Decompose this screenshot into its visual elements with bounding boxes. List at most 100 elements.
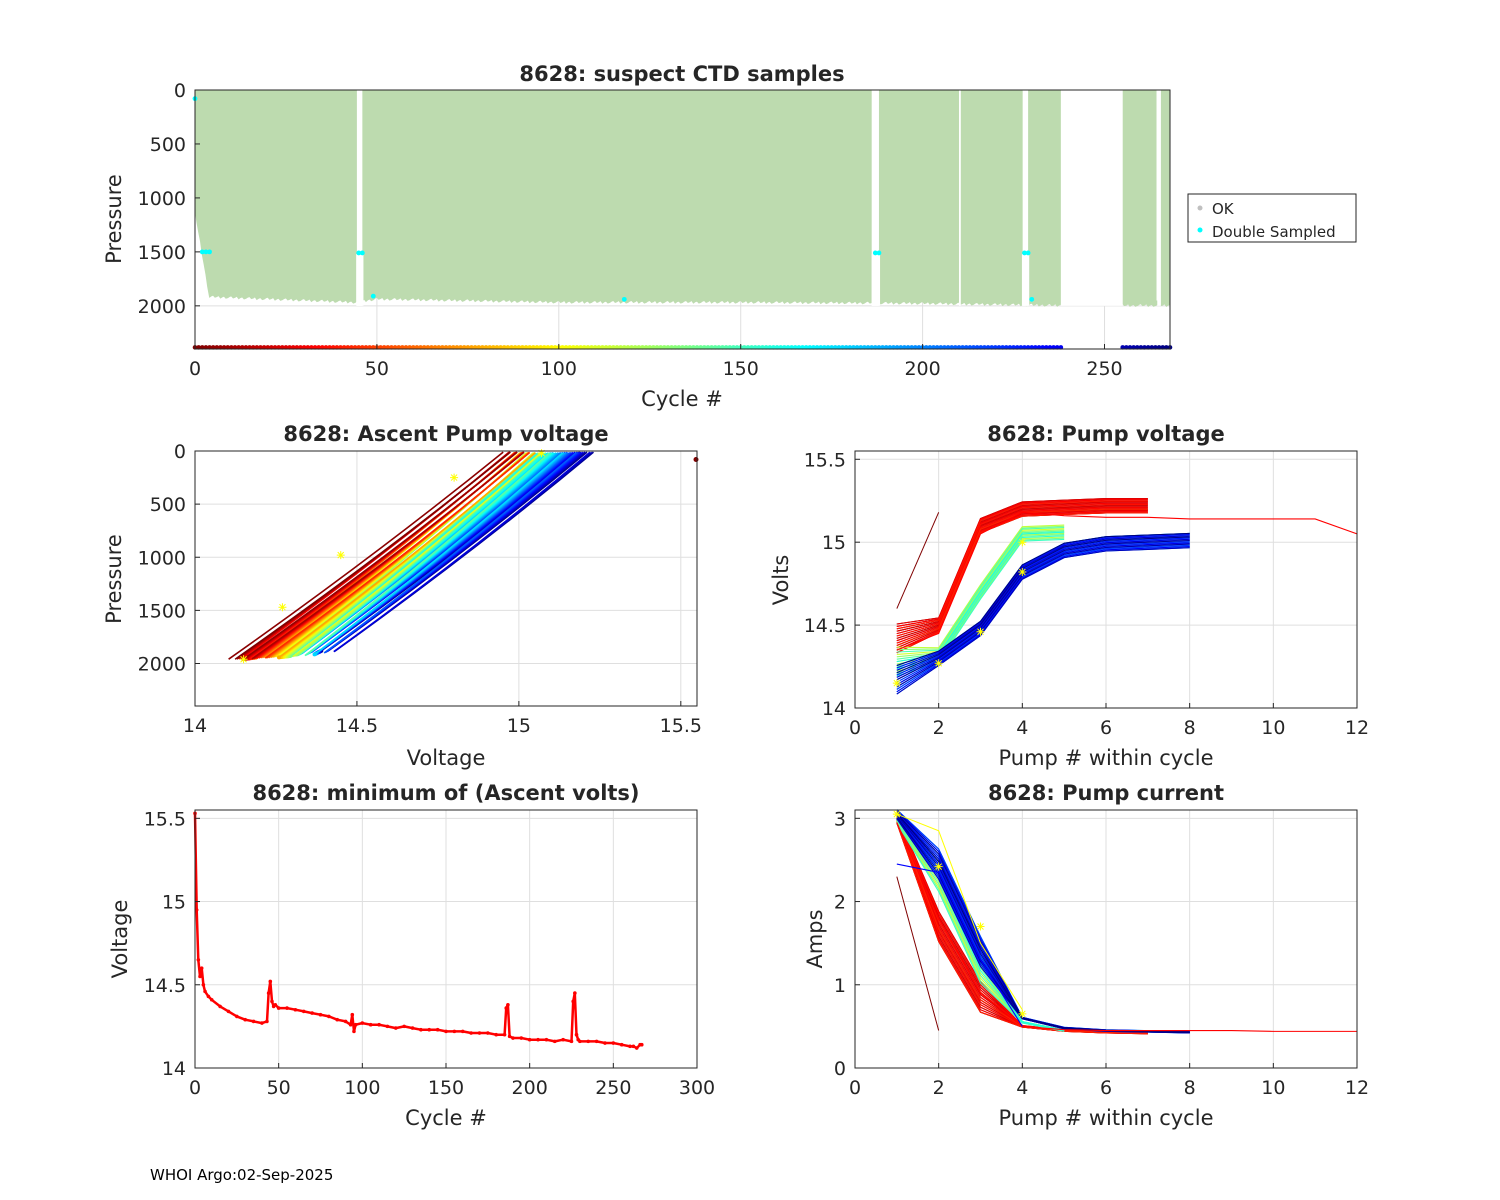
min-volts-point [194,908,199,912]
pump-voltage-panel: 0 2 4 6 8 10 12 14 14.5 15 15.5 8628: Pump voltag… [769,422,1369,770]
ascent-marker [336,551,345,560]
ctd-samples-panel: 0 50 100 150 200 250 0 500 1000 1500 2000 8628: s… [102,62,1357,411]
pump-voltage-marker [1018,568,1027,577]
ascent-profile-line [333,451,591,653]
pump-voltage-x-ticks: 0 2 4 6 8 10 12 [849,703,1369,739]
min-volts-point [578,1039,582,1044]
ascent-marker [278,603,287,612]
pump-voltage-marker [1018,538,1027,547]
missing-cycle-gap [1060,90,1123,306]
ascent-xlabel: Voltage [407,746,486,770]
pump-voltage-line [896,500,1148,630]
x-tick-label: 15 [507,715,531,737]
double-sampled-point [370,293,376,299]
pump-voltage-line [896,541,1190,683]
min-volts-point [377,1022,381,1027]
pump-voltage-line [896,524,1065,649]
x-tick-label: 6 [1100,1077,1112,1099]
ctd-legend: OK Double Sampled [1187,193,1357,243]
ctd-x-ticks: 0 50 100 150 200 250 [189,344,1123,380]
pump-voltage-line [896,535,1190,671]
ascent-profile-line [314,452,564,655]
ascent-x-ticks: 14 14.5 15 15.5 [183,701,702,737]
y-tick-label: 2 [834,892,846,914]
ctd-ylabel: Pressure [102,174,126,264]
min-volts-point [427,1027,432,1032]
pump-voltage-title: 8628: Pump voltage [987,422,1225,446]
min-volts-point [206,994,211,999]
min-volts-point [619,1042,624,1047]
double-sampled-point [199,249,205,255]
ascent-pump-voltage-panel: 14 14.5 15 15.5 0 500 1000 1500 2000 8628: Asce… [102,422,702,770]
y-tick-label: 1 [834,975,846,997]
min-volts-point [611,1041,616,1045]
pump-current-marker [892,810,901,819]
double-sampled-point [1022,250,1027,256]
ascent-marker [239,655,248,664]
y-tick-label: 15.5 [144,808,186,830]
min-volts-point [410,1026,415,1030]
ascent-profile-line [278,452,536,659]
min-volts-point [235,1014,239,1019]
min-volts-point [628,1044,632,1049]
min-volts-point [327,1014,331,1019]
pump-voltage-y-ticks: 14 14.5 15 15.5 [804,449,860,720]
min-volts-point [536,1037,540,1042]
ctd-title: 8628: suspect CTD samples [519,62,844,86]
x-tick-label: 0 [849,1077,861,1099]
min-volts-point [511,1036,515,1040]
pump-current-title: 8628: Pump current [988,781,1224,805]
x-tick-label: 200 [904,358,940,380]
y-tick-label: 500 [150,134,186,156]
min-volts-point [352,1029,356,1034]
min-volts-point [360,1021,365,1025]
ascent-ylabel: Pressure [102,534,126,624]
min-volts-point [301,1009,306,1014]
x-tick-label: 8 [1184,717,1196,739]
y-tick-label: 500 [150,494,186,516]
double-sampled-point [207,249,212,255]
min-volts-point [527,1037,532,1042]
pump-voltage-line [896,529,1065,658]
double-sampled-point [1029,296,1035,302]
min-volts-point [285,1006,289,1010]
x-tick-label: 150 [723,358,759,380]
pump-current-ylabel: Amps [803,909,827,968]
pump-voltage-line [896,537,1190,676]
min-volts-point [201,982,206,987]
pump-current-line [896,822,1065,1032]
missing-cycle-gap [871,90,879,306]
x-tick-label: 0 [849,717,861,739]
ok-samples-area [1122,89,1171,308]
x-tick-label: 0 [189,358,201,380]
min-volts-point [460,1029,465,1034]
short-profile-notch [356,254,364,306]
y-tick-label: 0 [834,1058,846,1080]
legend-ok-label: OK [1212,200,1235,218]
min-volts-point [634,1046,639,1050]
min-volts-point [243,1017,247,1022]
min-volts-xlabel: Cycle # [405,1106,487,1130]
pump-voltage-line [896,545,1190,693]
double-sampled-point [872,250,878,256]
min-volts-point [506,1002,510,1007]
min-volts-point [574,1032,579,1037]
pump-voltage-line [896,538,1190,678]
x-tick-label: 8 [1184,1077,1196,1099]
min-volts-point [265,1019,269,1024]
pump-voltage-xlabel: Pump # within cycle [999,746,1214,770]
pump-current-x-ticks: 0 2 4 6 8 10 12 [849,1063,1369,1099]
y-tick-label: 14 [822,698,846,720]
pump-voltage-line [896,503,1148,637]
min-volts-point [270,999,274,1004]
x-tick-label: 50 [267,1077,291,1099]
legend-double-sampled-marker [1197,227,1203,233]
pump-voltage-line [896,536,1190,674]
short-profile-notch [871,254,881,306]
min-volts-point [198,974,202,979]
x-tick-label: 10 [1261,717,1285,739]
min-volts-point [586,1039,591,1044]
min-volts-point [569,1039,574,1044]
pump-current-marker [934,862,943,871]
pump-current-marker [1018,1009,1027,1018]
